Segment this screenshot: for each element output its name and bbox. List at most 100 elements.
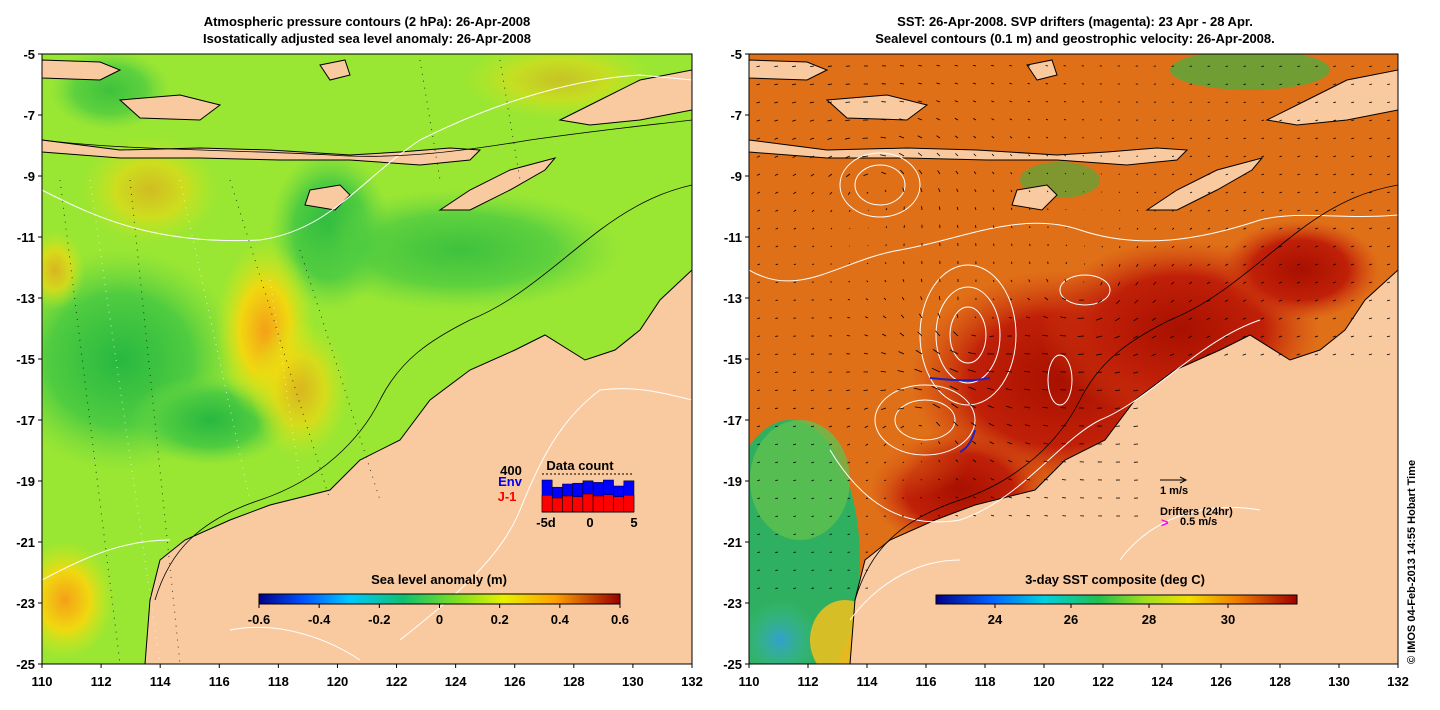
velocity-vector	[1043, 478, 1049, 481]
velocity-vector	[1207, 209, 1211, 212]
velocity-vector	[1387, 155, 1391, 158]
velocity-vector	[931, 386, 941, 391]
velocity-vector	[1297, 119, 1301, 122]
velocity-vector	[809, 137, 815, 140]
velocity-vector	[827, 101, 833, 104]
velocity-vector	[847, 298, 851, 301]
velocity-vector	[793, 479, 797, 482]
velocity-vector	[1028, 190, 1031, 193]
velocity-vector	[1279, 65, 1283, 67]
velocity-vector	[1279, 155, 1283, 158]
velocity-vector	[956, 313, 959, 319]
velocity-vector	[810, 173, 815, 177]
velocity-vector	[1243, 173, 1247, 176]
velocity-vector	[757, 371, 761, 373]
velocity-vector	[847, 479, 851, 482]
velocity-vector	[884, 461, 887, 464]
velocity-vector	[1243, 245, 1247, 248]
velocity-vector	[1350, 353, 1355, 356]
velocity-vector	[1064, 154, 1067, 157]
velocity-vector	[847, 515, 851, 517]
velocity-vector	[1278, 353, 1283, 356]
velocity-vector	[828, 425, 833, 428]
velocity-vector	[1207, 191, 1211, 194]
velocity-vector	[932, 403, 941, 409]
velocity-vector	[1045, 100, 1049, 103]
velocity-vector	[1009, 136, 1013, 139]
velocity-vector	[1061, 443, 1067, 445]
velocity-vector	[827, 83, 833, 85]
left-colorbar-tick-label: 0.4	[551, 612, 570, 627]
velocity-vector	[990, 459, 995, 463]
velocity-vector	[1332, 263, 1337, 266]
velocity-vector	[848, 280, 851, 283]
velocity-vector	[1172, 191, 1175, 194]
velocity-vector	[829, 533, 833, 535]
velocity-vector	[1027, 82, 1031, 85]
velocity-vector	[775, 191, 779, 194]
velocity-vector	[936, 64, 941, 67]
velocity-vector	[1387, 83, 1391, 86]
velocity-vector	[1315, 137, 1319, 140]
velocity-vector	[827, 119, 833, 122]
velocity-vector	[1154, 173, 1157, 176]
velocity-vector	[973, 496, 977, 499]
velocity-vector	[775, 461, 779, 464]
velocity-vector	[757, 245, 761, 248]
drifter-scale-label: 0.5 m/s	[1180, 516, 1217, 528]
velocity-vector	[1350, 281, 1355, 284]
right-x-tick-label: 124	[1151, 674, 1173, 689]
left-title-line1: Atmospheric pressure contours (2 hPa): 2…	[204, 14, 531, 29]
velocity-vector	[793, 263, 797, 266]
velocity-vector	[775, 425, 779, 428]
velocity-vector	[793, 209, 797, 212]
velocity-vector	[882, 315, 887, 319]
velocity-vector	[1170, 317, 1175, 321]
velocity-vector	[973, 514, 977, 517]
data-count-j1-bar	[623, 494, 635, 513]
velocity-vector	[882, 425, 887, 429]
velocity-vector	[1368, 317, 1373, 320]
velocity-vector	[792, 407, 797, 410]
velocity-vector	[899, 82, 905, 85]
right-y-tick-label: -25	[723, 657, 742, 672]
velocity-vector	[991, 118, 995, 121]
velocity-vector	[1297, 137, 1301, 140]
velocity-vector	[810, 389, 815, 391]
velocity-vector	[1351, 209, 1355, 212]
velocity-vector	[885, 207, 888, 211]
right-x-tick-label: 118	[975, 674, 996, 689]
velocity-vector	[1136, 263, 1139, 267]
velocity-vector	[1045, 118, 1049, 121]
velocity-vector	[829, 443, 833, 446]
velocity-vector	[1279, 173, 1283, 176]
velocity-vector	[1046, 154, 1049, 157]
velocity-vector	[866, 262, 869, 265]
data-count-legend-env: Env	[498, 474, 523, 489]
right-colorbar-tick-label: 30	[1221, 612, 1235, 627]
velocity-vector	[880, 370, 887, 373]
velocity-vector	[811, 551, 815, 553]
velocity-vector	[812, 245, 815, 248]
velocity-vector	[1133, 317, 1139, 322]
velocity-vector	[1387, 101, 1391, 104]
velocity-vector	[1297, 245, 1301, 248]
velocity-vector	[1351, 83, 1355, 86]
velocity-vector	[899, 100, 905, 103]
velocity-vector	[757, 515, 761, 518]
velocity-vector	[968, 352, 977, 355]
velocity-vector	[956, 206, 959, 211]
velocity-vector	[1063, 119, 1067, 121]
velocity-vector	[865, 497, 869, 500]
velocity-vector	[1369, 65, 1373, 68]
velocity-vector	[1386, 317, 1391, 320]
velocity-vector	[972, 459, 977, 463]
velocity-vector	[936, 82, 941, 85]
left-colorbar-tick-label: -0.2	[368, 612, 390, 627]
velocity-vector	[1369, 209, 1373, 212]
velocity-vector	[1333, 227, 1337, 230]
right-x-tick-label: 120	[1033, 674, 1055, 689]
velocity-vector	[937, 515, 941, 517]
velocity-vector	[811, 443, 815, 446]
velocity-vector	[1386, 281, 1391, 284]
